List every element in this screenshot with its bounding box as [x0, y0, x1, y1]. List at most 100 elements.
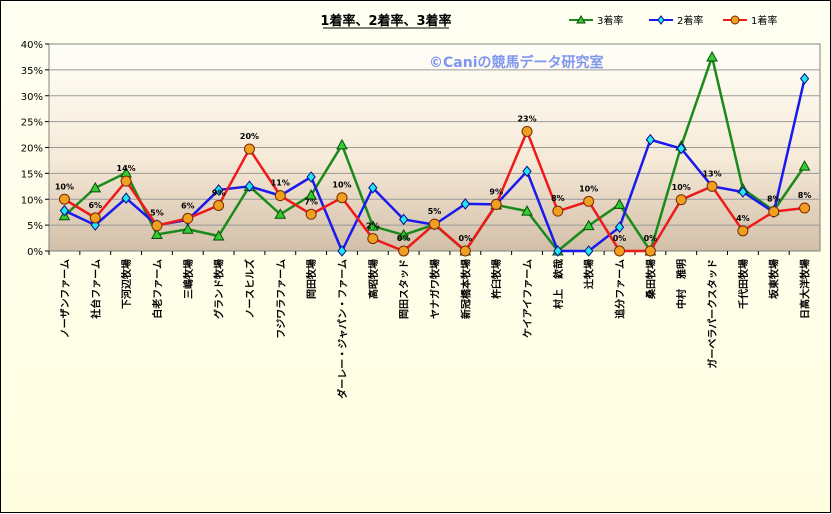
- x-category-label: 社台ファーム: [89, 259, 102, 320]
- data-point: [274, 190, 286, 202]
- data-label: 2%: [366, 222, 380, 231]
- data-labels: 10% 6% 14% 5% 6% 9% 20% 11% 7% 10% 2% 0% 5% 0% 9% 23% 8%…: [55, 114, 812, 243]
- data-label: 23%: [517, 114, 536, 123]
- data-point: [243, 143, 255, 155]
- y-tick-label: 40%: [21, 40, 43, 51]
- data-point: [213, 184, 224, 196]
- data-label: 9%: [489, 187, 503, 196]
- data-label: 10%: [332, 181, 351, 190]
- data-label: 5%: [428, 207, 442, 216]
- data-label: 9%: [212, 188, 226, 197]
- data-point: [368, 182, 378, 194]
- x-category-label: 中村 雅明: [675, 259, 688, 309]
- y-tick-label: 0%: [27, 247, 43, 258]
- x-category-label: ガーベラパークスタッド: [706, 259, 719, 369]
- data-point: [397, 228, 410, 240]
- x-category-label: ケイアイファーム: [522, 259, 534, 338]
- x-category-label: フジワラファーム: [275, 259, 287, 339]
- data-label: 10%: [55, 182, 74, 191]
- data-point: [121, 192, 131, 205]
- x-category-label: 日高大洋牧場: [799, 259, 812, 319]
- data-label: 13%: [702, 169, 721, 178]
- data-point: [151, 228, 163, 239]
- data-point: [706, 50, 718, 62]
- data-point: [553, 245, 563, 257]
- data-point: [367, 233, 379, 245]
- x-category-label: 下河辺牧場: [120, 259, 133, 309]
- data-point: [366, 220, 379, 231]
- x-category-label: 坂東牧場: [768, 259, 781, 299]
- gridlines: [49, 69, 820, 226]
- y-tick-label: 15%: [21, 169, 43, 180]
- data-point: [490, 198, 502, 210]
- data-point: [460, 198, 470, 210]
- data-label: 10%: [579, 184, 598, 193]
- series-layer: [58, 50, 811, 257]
- data-point: [336, 192, 348, 204]
- data-point: [244, 180, 255, 193]
- data-label: 14%: [117, 164, 136, 173]
- x-category-label: 白老ファーム: [151, 259, 164, 319]
- data-label: 0%: [459, 234, 473, 243]
- data-point: [212, 229, 225, 241]
- data-point: [552, 205, 564, 217]
- y-tick-label: 30%: [21, 92, 43, 103]
- data-label: 0%: [613, 234, 627, 243]
- data-point: [614, 245, 626, 257]
- data-point: [399, 213, 409, 226]
- data-label: 6%: [181, 201, 195, 210]
- data-point: [738, 186, 748, 198]
- data-point: [182, 212, 194, 224]
- data-point: [337, 245, 347, 257]
- data-point: [429, 218, 440, 230]
- data-label: 4%: [736, 214, 750, 223]
- x-category-label: 三嶋牧場: [182, 259, 195, 299]
- x-category-label: 辻牧場: [583, 259, 596, 289]
- data-label: 8%: [798, 191, 812, 200]
- legend-marker: [576, 14, 586, 24]
- data-point: [768, 206, 780, 218]
- x-category-label: 高昭牧場: [367, 259, 380, 299]
- data-point: [89, 181, 102, 193]
- data-point: [151, 220, 163, 232]
- data-point: [120, 175, 132, 187]
- data-label: 6%: [88, 201, 102, 210]
- x-category-label: ダーレー・ジャパン・ファーム: [336, 259, 349, 399]
- x-category-label: 千代田牧場: [737, 259, 750, 309]
- legend-label: 3着率: [597, 14, 623, 27]
- data-label: 8%: [551, 194, 565, 203]
- data-point: [89, 212, 101, 224]
- data-label: 0%: [397, 234, 411, 243]
- chart-title: 1着率、2着率、3着率: [320, 13, 451, 29]
- data-label: 20%: [240, 132, 259, 141]
- data-point: [798, 160, 811, 171]
- data-label: 8%: [767, 195, 781, 204]
- data-point: [584, 245, 594, 257]
- data-point: [645, 133, 656, 146]
- y-tick-label: 35%: [21, 66, 43, 77]
- data-point: [676, 142, 686, 155]
- data-point: [675, 194, 687, 206]
- data-point: [582, 219, 595, 231]
- data-point: [58, 193, 70, 205]
- y-axis: 0% 5% 10% 15% 20% 25% 30% 35% 40%: [21, 40, 49, 258]
- x-category-label: グランド牧場: [213, 259, 226, 319]
- data-label: 0%: [644, 234, 658, 243]
- data-point: [398, 245, 410, 257]
- data-point: [336, 138, 348, 150]
- y-tick-label: 5%: [27, 221, 43, 232]
- x-category-label: 岡田スタッド: [399, 259, 411, 319]
- x-category-label: 杵臼牧場: [490, 259, 503, 299]
- data-point: [181, 223, 194, 234]
- data-point: [305, 208, 317, 220]
- data-point: [614, 221, 625, 233]
- legend-label: 2着率: [677, 14, 703, 27]
- x-category-label: ノーザンファーム: [59, 259, 71, 338]
- x-category-label: ノースヒルズ: [243, 259, 256, 319]
- series-2: [58, 125, 811, 257]
- data-point: [799, 202, 811, 214]
- x-category-label: 岡田牧場: [305, 259, 318, 299]
- data-point: [522, 165, 532, 178]
